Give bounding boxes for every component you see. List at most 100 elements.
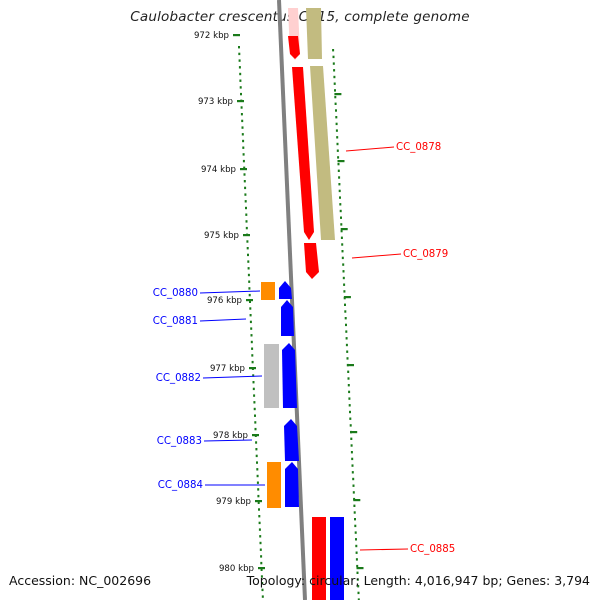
minor-tick: [334, 89, 336, 92]
minor-tick: [238, 59, 241, 62]
major-tick: [233, 34, 240, 37]
minor-tick: [253, 401, 256, 404]
minor-tick: [249, 300, 251, 303]
gene-label-CC_0881[interactable]: CC_0881: [153, 316, 198, 327]
minor-tick: [352, 484, 355, 487]
minor-tick: [260, 555, 263, 558]
minor-tick: [242, 139, 245, 143]
minor-tick: [259, 535, 262, 538]
minor-tick: [342, 270, 345, 273]
minor-tick: [344, 310, 347, 313]
minor-tick: [252, 374, 255, 377]
gene-callout-line: [351, 253, 402, 259]
gene-label-CC_0882[interactable]: CC_0882: [156, 373, 201, 384]
gene-label-CC_0884[interactable]: CC_0884: [158, 480, 203, 491]
gene-feature-CC_0880[interactable]: [279, 281, 292, 299]
minor-tick: [338, 183, 341, 186]
minor-tick: [255, 454, 258, 458]
minor-tick: [333, 69, 336, 72]
gene-feature-olive-2[interactable]: [310, 66, 335, 240]
minor-tick: [341, 256, 344, 260]
minor-tick: [356, 578, 359, 581]
gene-label-CC_0878[interactable]: CC_0878: [396, 142, 441, 153]
minor-tick: [341, 250, 344, 253]
minor-tick: [347, 384, 350, 387]
major-tick: [343, 296, 351, 299]
major-tick: [353, 499, 361, 502]
gene-feature-orange-1[interactable]: [261, 282, 275, 300]
gene-feature-CC_0879[interactable]: [304, 243, 319, 279]
gene-label-CC_0879[interactable]: CC_0879: [403, 249, 448, 260]
major-tick: [237, 100, 244, 103]
gene-feature-CC_0878[interactable]: [292, 67, 314, 240]
gene-label-CC_0880[interactable]: CC_0880: [153, 288, 198, 299]
minor-tick: [345, 330, 348, 333]
minor-tick: [340, 223, 343, 226]
gene-feature-CC_0883[interactable]: [284, 419, 299, 461]
minor-tick: [251, 347, 254, 350]
minor-tick: [259, 541, 262, 545]
minor-tick: [238, 46, 240, 49]
minor-tick: [244, 193, 247, 196]
genome-summary-text: Topology: circular; Length: 4,016,947 bp…: [246, 573, 590, 588]
minor-tick: [351, 471, 354, 474]
gene-callout-line: [345, 146, 395, 152]
minor-tick: [245, 213, 248, 216]
minor-tick: [341, 243, 344, 246]
gene-feature-CC_0885-companion[interactable]: [330, 517, 344, 600]
minor-tick: [348, 404, 351, 407]
major-tick: [243, 234, 250, 237]
gene-feature-orange-2[interactable]: [267, 462, 281, 508]
gene-feature-CC_0877[interactable]: [288, 36, 300, 59]
minor-tick: [257, 501, 260, 504]
minor-tick: [350, 437, 353, 440]
genome-backbone: [277, 0, 307, 600]
minor-tick: [355, 558, 358, 561]
minor-tick: [250, 334, 253, 337]
minor-tick: [350, 451, 353, 454]
gene-feature-CC_0881[interactable]: [281, 300, 294, 336]
minor-tick: [250, 327, 253, 330]
minor-tick: [258, 515, 261, 518]
gene-feature-CC_0882[interactable]: [282, 343, 297, 408]
minor-tick: [247, 267, 250, 270]
minor-tick: [335, 122, 338, 126]
minor-tick: [240, 113, 243, 116]
gene-label-CC_0883[interactable]: CC_0883: [157, 436, 202, 447]
kbp-label: 977 kbp: [210, 364, 245, 374]
gene-label-CC_0885[interactable]: CC_0885: [410, 544, 455, 555]
minor-tick: [353, 504, 356, 507]
minor-tick: [258, 528, 261, 531]
minor-tick: [260, 575, 263, 578]
minor-tick: [255, 448, 258, 451]
minor-tick: [256, 474, 259, 478]
minor-tick: [247, 273, 250, 277]
major-tick: [347, 364, 354, 367]
gene-feature-CC_0885[interactable]: [312, 517, 326, 600]
minor-tick: [336, 149, 339, 152]
gene-feature-olive-1[interactable]: [306, 8, 322, 59]
minor-tick: [248, 293, 251, 297]
minor-tick: [242, 146, 245, 149]
map-title: Caulobacter crescentus CB15, complete ge…: [130, 9, 470, 25]
minor-tick: [337, 169, 340, 172]
minor-tick: [257, 488, 260, 491]
minor-tick: [348, 397, 351, 400]
major-tick: [356, 567, 364, 570]
minor-tick: [252, 381, 255, 384]
minor-tick: [357, 591, 360, 595]
minor-tick: [251, 354, 254, 357]
minor-tick: [334, 95, 337, 99]
kbp-label: 976 kbp: [207, 296, 242, 306]
kbp-label: 979 kbp: [216, 497, 251, 507]
minor-tick: [247, 260, 250, 263]
gene-callout-line: [202, 375, 263, 379]
gene-feature-CC_0884[interactable]: [285, 462, 299, 507]
minor-tick: [342, 263, 345, 266]
minor-tick: [351, 464, 354, 467]
gene-feature-gray[interactable]: [264, 344, 279, 408]
minor-tick: [339, 196, 341, 199]
minor-tick: [355, 538, 357, 541]
minor-tick: [348, 390, 351, 394]
minor-tick: [335, 116, 338, 119]
